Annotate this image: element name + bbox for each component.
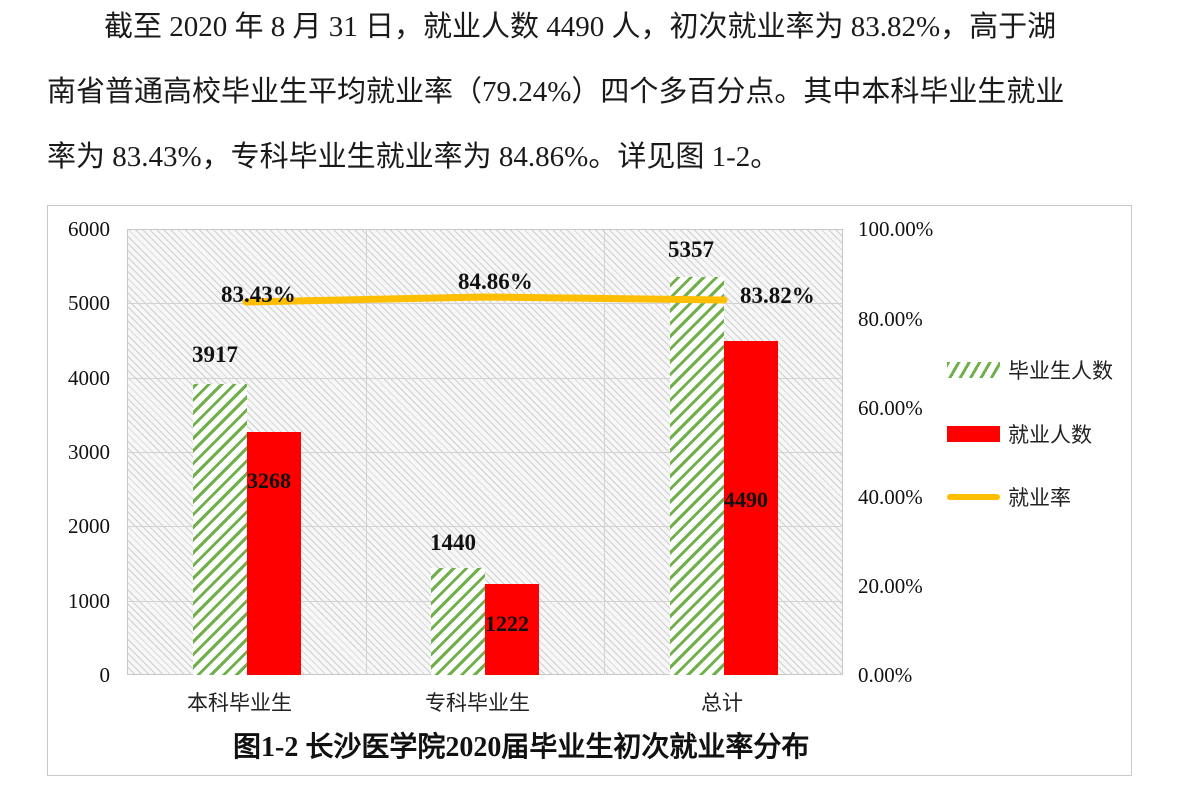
bar-employed-undergrad xyxy=(247,432,301,675)
legend-item-employed: 就业人数 xyxy=(947,421,1092,447)
solid-red-swatch-icon xyxy=(947,426,1000,442)
left-axis-tick: 5000 xyxy=(68,291,110,315)
data-label-rate: 83.82% xyxy=(740,283,815,308)
paragraph-line-2: 南省普通高校毕业生平均就业率（79.24%）四个多百分点。其中本科毕业生就业 xyxy=(47,76,1065,108)
paragraph-line-3: 率为 83.43%，专科毕业生就业率为 84.86%。详见图 1-2。 xyxy=(47,141,780,173)
right-axis-tick: 80.00% xyxy=(858,307,923,331)
bar-graduates-undergrad xyxy=(193,384,247,675)
right-axis-tick: 40.00% xyxy=(858,485,923,509)
data-label-rate: 84.86% xyxy=(458,269,533,294)
paragraph-line-1: 截至 2020 年 8 月 31 日，就业人数 4490 人，初次就业率为 83… xyxy=(104,11,1057,43)
legend-item-rate: 就业率 xyxy=(947,484,1071,510)
x-axis-label-total: 总计 xyxy=(701,691,743,715)
left-axis-tick: 3000 xyxy=(68,440,110,464)
right-axis-tick: 100.00% xyxy=(858,217,934,241)
data-label-graduates: 5357 xyxy=(668,237,714,262)
data-label-employed: 4490 xyxy=(724,487,768,512)
legend-label: 就业率 xyxy=(1008,486,1071,510)
data-label-rate: 83.43% xyxy=(221,282,296,307)
left-axis-tick: 0 xyxy=(99,663,111,687)
left-axis-tick: 6000 xyxy=(68,217,110,241)
left-axis-tick: 1000 xyxy=(68,589,110,613)
hatched-green-swatch-icon xyxy=(947,362,1000,378)
left-axis-tick: 2000 xyxy=(68,514,110,538)
right-axis-tick: 0.00% xyxy=(858,663,913,687)
legend-label: 就业人数 xyxy=(1008,423,1092,447)
gridline-3000 xyxy=(127,452,843,453)
bar-graduates-college xyxy=(431,568,485,675)
legend-label: 毕业生人数 xyxy=(1008,359,1113,383)
category-divider-2 xyxy=(604,229,605,675)
right-axis-tick: 20.00% xyxy=(858,574,923,598)
figure-caption: 图1-2 长沙医学院2020届毕业生初次就业率分布 xyxy=(233,732,810,763)
bar-employed-total xyxy=(724,341,778,675)
x-axis-label-undergrad: 本科毕业生 xyxy=(187,691,292,715)
left-axis-tick: 4000 xyxy=(68,366,110,390)
data-label-graduates: 3917 xyxy=(192,342,238,367)
gridline-4000 xyxy=(127,378,843,379)
data-label-employed: 3268 xyxy=(247,468,291,493)
x-axis-label-college: 专科毕业生 xyxy=(425,691,530,715)
right-axis-tick: 60.00% xyxy=(858,396,923,420)
bar-employed-college xyxy=(485,584,539,675)
legend-item-graduates: 毕业生人数 xyxy=(947,357,1113,383)
bar-graduates-total xyxy=(670,277,724,675)
yellow-line-swatch-icon xyxy=(947,494,1000,500)
data-label-employed: 1222 xyxy=(485,611,529,636)
gridline-2000 xyxy=(127,526,843,527)
data-label-graduates: 1440 xyxy=(430,530,476,555)
category-divider-1 xyxy=(366,229,367,675)
